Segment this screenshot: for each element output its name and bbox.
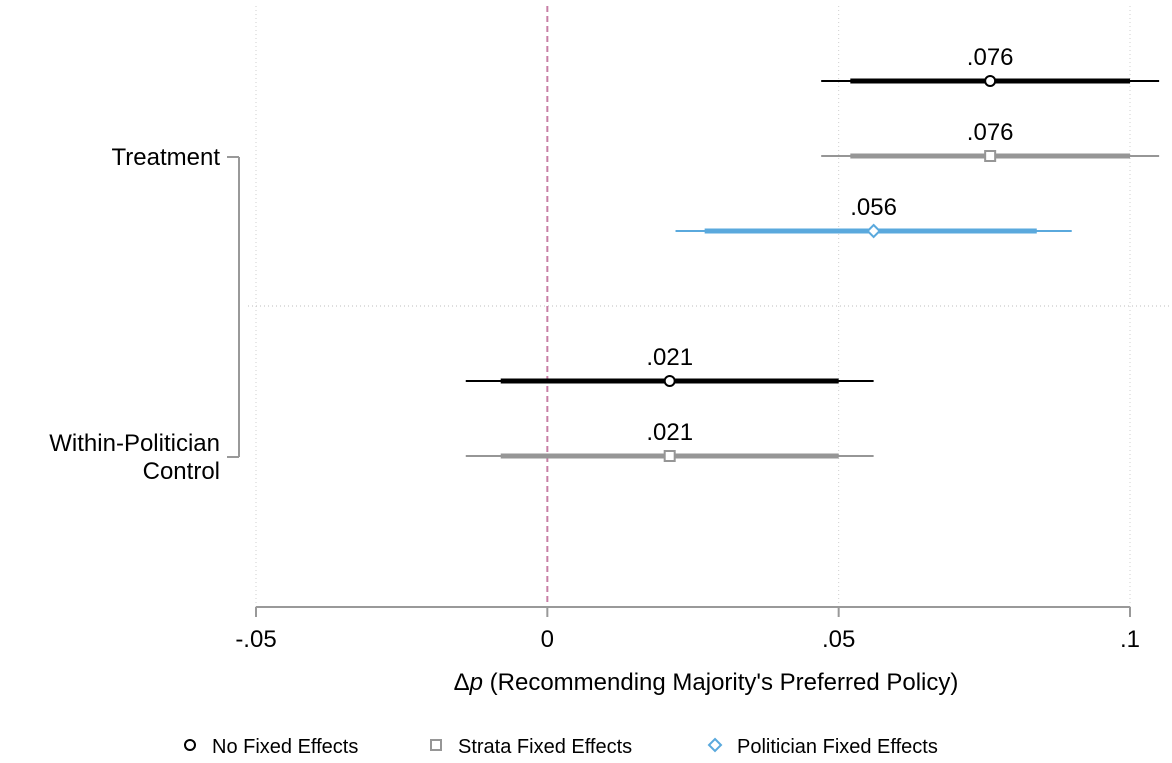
estimate-row: .076 [821, 119, 1160, 162]
y-group-label-line: Within-Politician [49, 430, 220, 457]
legend-label: Strata Fixed Effects [458, 736, 632, 758]
x-tick-label: -.05 [235, 626, 276, 653]
legend: No Fixed Effects Strata Fixed Effects Poli… [184, 736, 938, 758]
estimate-label: .021 [646, 419, 693, 446]
legend-item: No Fixed Effects [184, 736, 358, 758]
estimate-row: .076 [821, 44, 1160, 87]
estimate-row: .021 [465, 419, 874, 462]
x-axis: -.05 0 .05 .1 [235, 606, 1140, 653]
legend-label: Politician Fixed Effects [737, 736, 938, 758]
legend-item: Strata Fixed Effects [430, 736, 632, 758]
estimate-label: .056 [850, 194, 897, 221]
point-marker-diamond [707, 737, 723, 753]
y-group-label-line: Control [143, 458, 220, 485]
y-group-label-line: Treatment [112, 144, 221, 171]
x-tick-label: .05 [822, 626, 855, 653]
estimate-label: .076 [967, 44, 1014, 71]
point-marker-circle [663, 375, 676, 387]
legend-item: Politician Fixed Effects [707, 736, 938, 758]
point-marker-square [663, 450, 676, 462]
y-group-label: Treatment [112, 144, 221, 171]
x-label-text: (Recommending Majority's Preferred Polic… [483, 669, 958, 696]
estimate-row: .021 [465, 344, 874, 387]
point-marker-circle [184, 739, 196, 751]
estimate-label: .076 [967, 119, 1014, 146]
y-group-label: Within-Politician Control [49, 430, 220, 485]
grid-layer [248, 6, 1172, 607]
point-marker-diamond [866, 223, 882, 239]
estimate-label: .021 [646, 344, 693, 371]
x-tick-label: .1 [1120, 626, 1140, 653]
x-label-prefix: Δ [454, 669, 470, 696]
point-marker-square [430, 739, 442, 751]
point-marker-square [984, 150, 997, 162]
legend-label: No Fixed Effects [212, 736, 358, 758]
point-marker-circle [984, 75, 997, 87]
estimates-layer: .076 .076 .056 .021 .021 [465, 44, 1160, 462]
y-axis-groups: Treatment Within-Politician Control [49, 144, 240, 485]
x-tick-label: 0 [541, 626, 554, 653]
x-axis-label: Δp (Recommending Majority's Preferred Po… [454, 669, 959, 696]
estimate-row: .056 [675, 194, 1072, 239]
x-label-variable: p [469, 669, 483, 696]
